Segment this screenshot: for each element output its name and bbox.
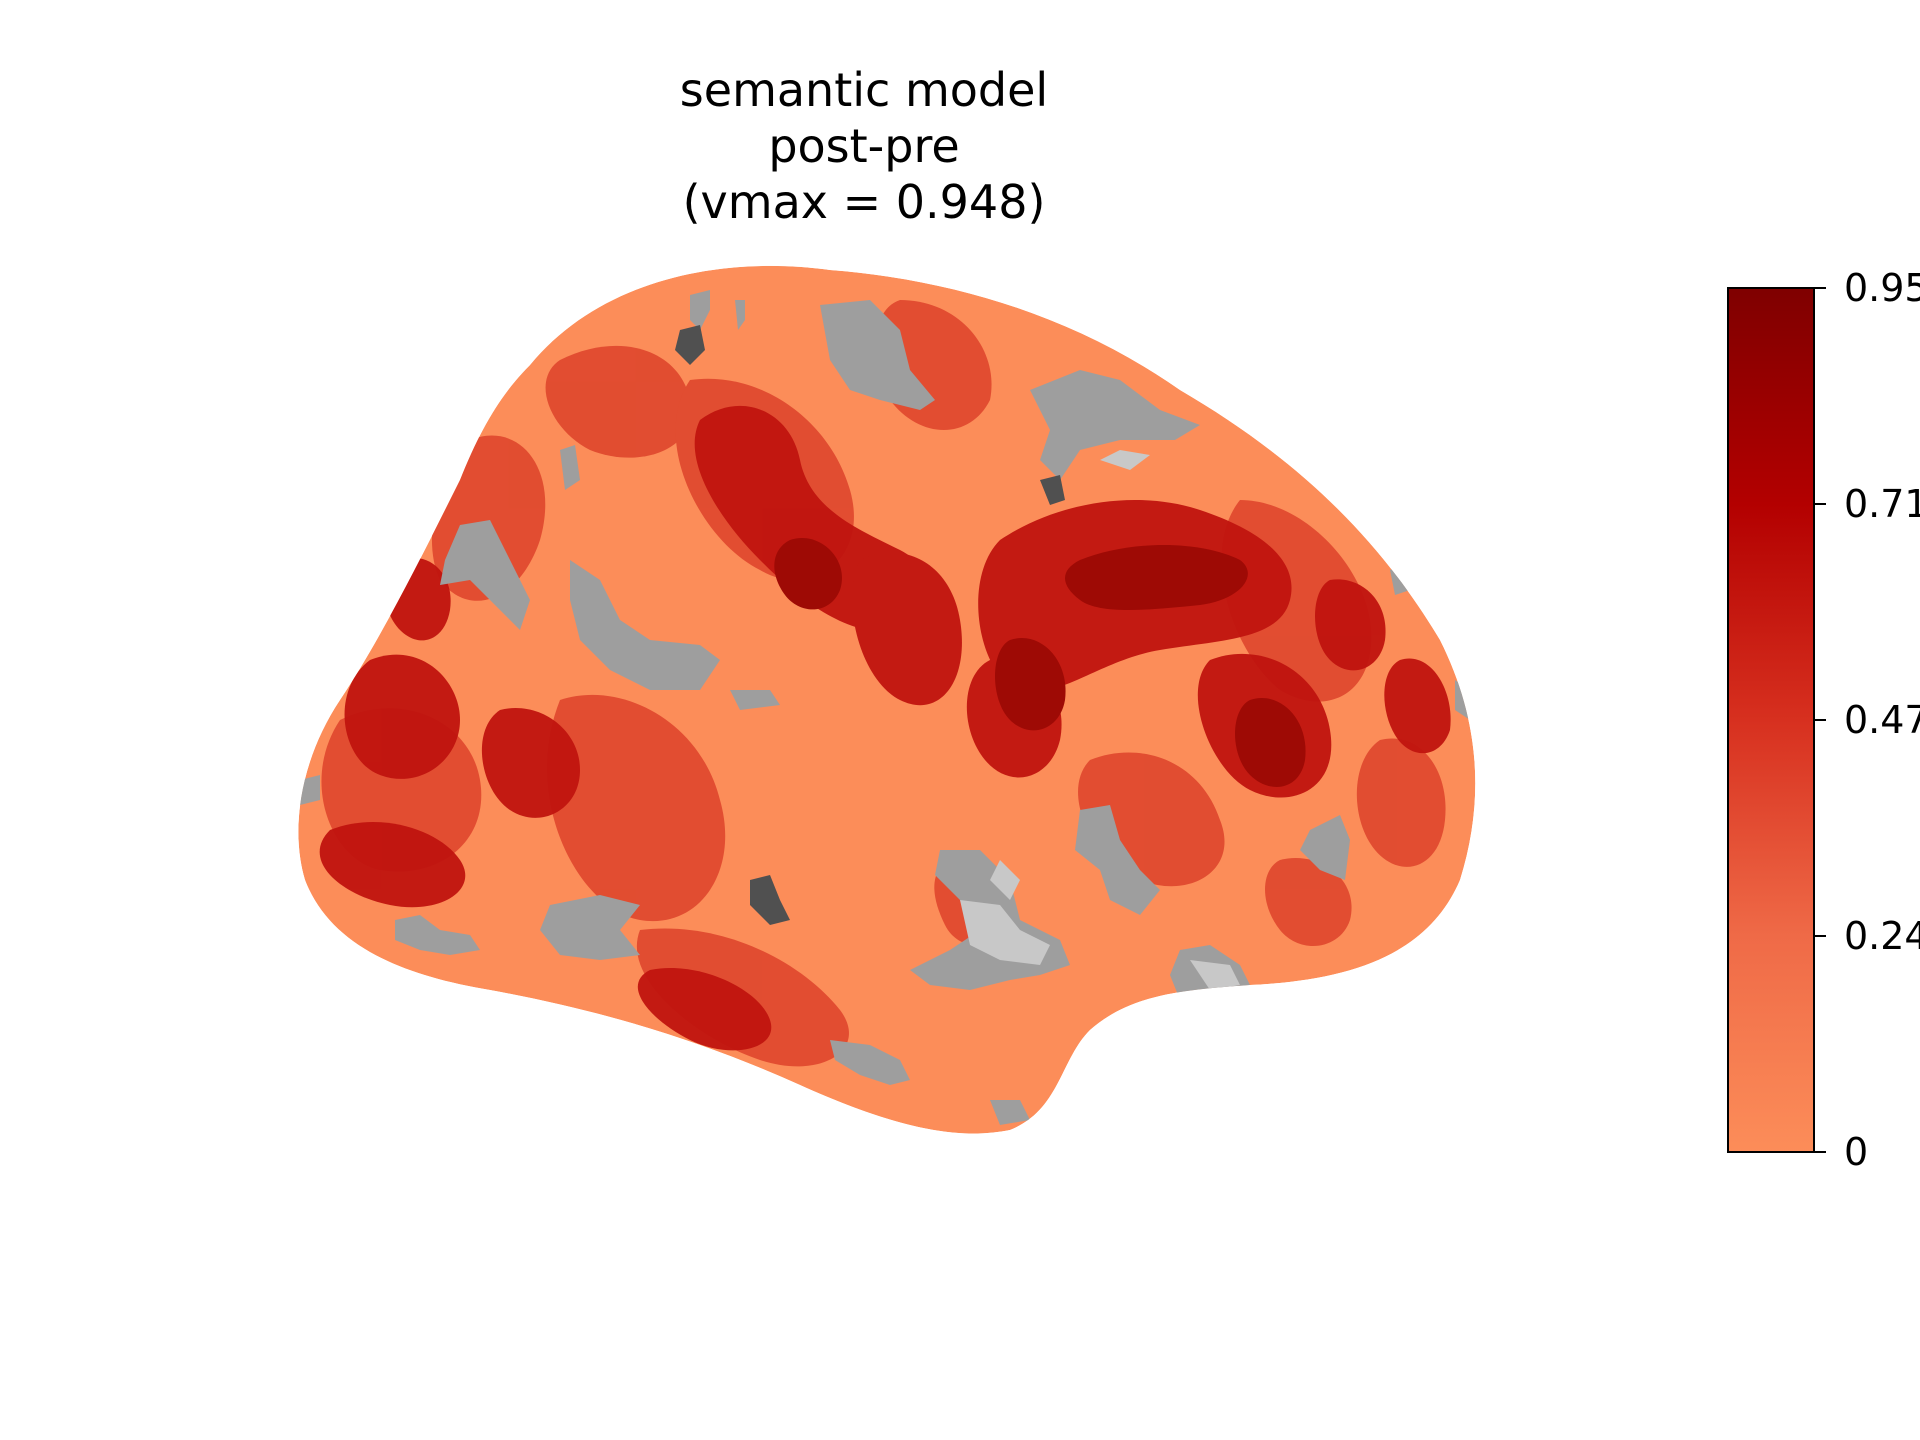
colorbar (1728, 288, 1826, 1152)
colorbar-tick-label-2: 0.47 (1844, 698, 1920, 742)
brain-surface (298, 266, 1475, 1134)
colorbar-tick-label-3: 0.71 (1844, 482, 1920, 526)
colorbar-tick-label-1: 0.24 (1844, 914, 1920, 958)
colorbar-gradient (1728, 288, 1814, 1152)
colorbar-ticks (1814, 288, 1826, 1152)
colorbar-tick-label-0: 0 (1844, 1130, 1868, 1174)
colorbar-tick-label-4: 0.95 (1844, 266, 1920, 310)
